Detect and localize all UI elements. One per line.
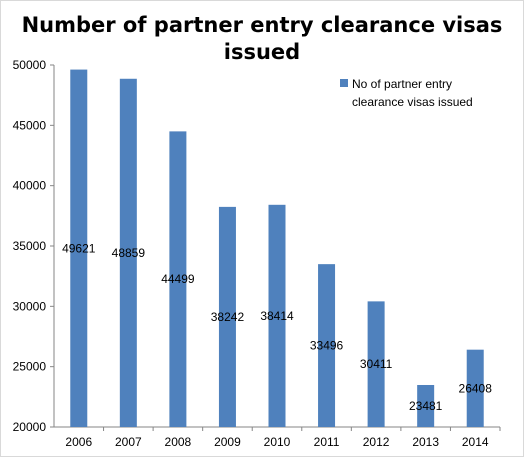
data-label: 44499 (161, 272, 195, 286)
legend-label-line-2: clearance visas issued (352, 95, 473, 109)
data-label: 26408 (459, 381, 493, 395)
data-label: 38242 (211, 310, 245, 324)
x-tick-label: 2008 (165, 435, 192, 449)
data-label: 30411 (360, 357, 393, 371)
y-tick-label: 45000 (13, 118, 47, 132)
data-label: 38414 (260, 309, 294, 323)
data-label: 33496 (310, 339, 344, 353)
data-label: 48859 (112, 246, 146, 260)
x-tick-label: 2009 (214, 435, 241, 449)
bar (367, 301, 385, 427)
y-tick-label: 25000 (13, 360, 47, 374)
legend-label-line-1: No of partner entry (352, 77, 452, 91)
x-tick-label: 2012 (363, 435, 390, 449)
bar (466, 349, 484, 427)
data-label: 49621 (62, 241, 96, 255)
bar (318, 264, 336, 427)
legend-swatch (340, 79, 348, 87)
data-labels: 49621 48859 44499 38242 38414 33496 30411 23481… (62, 241, 492, 413)
bar (119, 78, 137, 427)
legend: No of partner entry clearance visas issu… (340, 77, 473, 109)
x-tick-label: 2011 (314, 435, 340, 449)
y-tick-label: 50000 (13, 58, 47, 72)
bar (169, 131, 187, 428)
x-tick-label: 2010 (264, 435, 291, 449)
y-axis: 20000 25000 30000 35000 40000 45000 50000 (13, 58, 55, 434)
x-tick-label: 2014 (462, 435, 489, 449)
y-tick-label: 20000 (13, 420, 47, 434)
y-tick-label: 35000 (13, 239, 47, 253)
chart-title-line-2: issued (224, 40, 300, 64)
chart-title-line-1: Number of partner entry clearance visas (22, 13, 503, 37)
bar (70, 69, 88, 427)
x-tick-label: 2013 (412, 435, 439, 449)
x-tick-label: 2006 (65, 435, 92, 449)
data-label: 23481 (409, 399, 443, 413)
y-tick-label: 30000 (13, 299, 47, 313)
bar (417, 384, 435, 427)
bar (268, 204, 286, 427)
bar (218, 206, 236, 427)
x-tick-label: 2007 (115, 435, 142, 449)
bar-series (70, 69, 484, 428)
y-tick-label: 40000 (13, 179, 47, 193)
